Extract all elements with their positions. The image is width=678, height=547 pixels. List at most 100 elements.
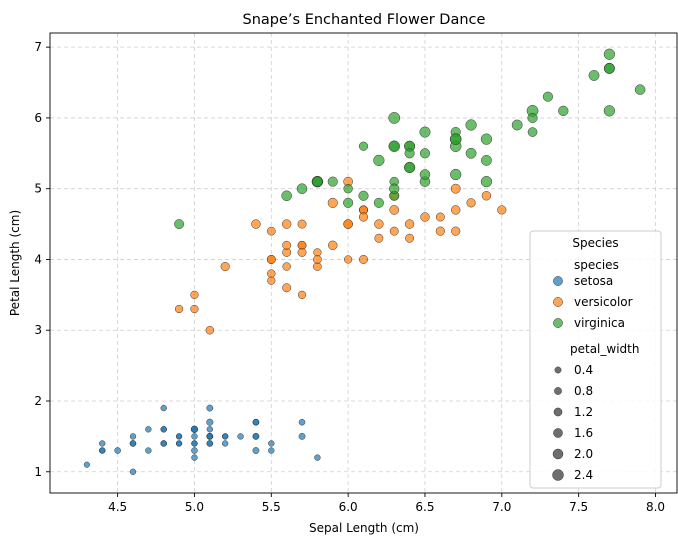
data-point-virginica: [527, 127, 538, 137]
data-point-virginica: [312, 176, 323, 187]
legend-marker-versicolor: [553, 297, 563, 307]
data-point-setosa: [206, 426, 213, 433]
legend-label-virginica: virginica: [574, 316, 625, 330]
data-point-setosa: [252, 447, 260, 454]
x-tick-label: 4.5: [108, 500, 127, 514]
x-tick-label: 5.5: [262, 500, 281, 514]
data-point-virginica: [558, 105, 569, 116]
data-point-versicolor: [451, 226, 461, 236]
data-point-versicolor: [481, 191, 492, 201]
data-point-setosa: [190, 425, 199, 433]
data-point-setosa: [206, 440, 214, 447]
data-point-setosa: [129, 440, 137, 447]
data-point-virginica: [419, 169, 431, 180]
legend-marker-virginica: [553, 318, 563, 328]
data-point-setosa: [206, 418, 214, 426]
data-point-setosa: [222, 433, 229, 440]
data-point-virginica: [389, 183, 400, 194]
data-point-virginica: [388, 140, 400, 152]
data-point-setosa: [175, 433, 183, 440]
legend-size-label: 2.4: [574, 468, 593, 482]
legend-label-versicolor: versicolor: [574, 295, 633, 309]
data-point-versicolor: [328, 240, 338, 250]
legend-size-marker: [554, 366, 562, 374]
data-point-versicolor: [174, 304, 184, 314]
data-point-versicolor: [205, 326, 215, 335]
data-point-virginica: [343, 197, 354, 208]
data-point-virginica: [373, 154, 385, 167]
legend-size-label: 0.4: [574, 363, 593, 377]
data-point-versicolor: [297, 290, 307, 299]
data-point-versicolor: [343, 219, 353, 229]
data-point-virginica: [174, 219, 185, 229]
data-point-virginica: [388, 112, 401, 124]
x-tick-label: 7.0: [492, 500, 511, 514]
data-point-virginica: [373, 197, 384, 208]
legend-size-label: 1.6: [574, 426, 593, 440]
data-point-virginica: [481, 155, 492, 166]
data-point-versicolor: [450, 183, 461, 194]
data-point-setosa: [191, 433, 198, 440]
data-point-versicolor: [359, 255, 368, 264]
legend-size-title: petal_width: [570, 342, 639, 356]
data-point-virginica: [419, 148, 431, 159]
y-axis-label: Petal Length (cm): [8, 210, 22, 316]
data-point-virginica: [603, 105, 615, 117]
legend-box: [529, 230, 662, 489]
data-point-versicolor: [374, 219, 384, 229]
data-point-versicolor: [282, 262, 291, 271]
y-tick-label: 2: [34, 394, 42, 408]
data-point-setosa: [191, 447, 198, 454]
data-point-virginica: [634, 84, 646, 95]
data-point-versicolor: [266, 255, 276, 264]
data-point-versicolor: [405, 233, 415, 243]
legend-size-marker: [553, 428, 563, 438]
data-point-versicolor: [420, 212, 430, 222]
data-point-setosa: [252, 432, 260, 440]
data-point-versicolor: [327, 197, 338, 208]
data-point-virginica: [281, 190, 292, 202]
data-point-versicolor: [313, 248, 322, 257]
data-point-setosa: [160, 404, 167, 412]
x-tick-label: 7.5: [569, 500, 588, 514]
data-point-versicolor: [190, 304, 199, 314]
data-point-versicolor: [435, 226, 445, 236]
y-tick-label: 1: [34, 465, 42, 479]
data-point-setosa: [99, 447, 106, 454]
data-point-versicolor: [451, 205, 461, 215]
x-axis-label: Sepal Length (cm): [309, 521, 419, 535]
data-point-versicolor: [266, 226, 276, 236]
data-point-versicolor: [297, 247, 307, 257]
data-point-setosa: [298, 418, 306, 426]
data-point-virginica: [527, 112, 538, 123]
plot-frame: [49, 32, 678, 494]
legend-marker-setosa: [553, 276, 563, 286]
y-tick-label: 6: [34, 111, 42, 125]
data-point-versicolor: [389, 226, 399, 236]
legend-size-label: 2.0: [574, 447, 593, 461]
data-point-virginica: [480, 133, 493, 145]
data-point-setosa: [160, 426, 167, 433]
legend-size-label: 1.2: [574, 405, 593, 419]
data-point-virginica: [449, 133, 462, 146]
data-point-virginica: [358, 141, 369, 151]
data-point-versicolor: [404, 219, 415, 229]
data-point-setosa: [191, 454, 198, 461]
data-point-versicolor: [190, 290, 199, 299]
legend-title: Species: [572, 236, 618, 250]
axis-ticks: 4.5 5.0 5.5 6.0 6.5 7.0 7.5 8.0 1 2 3 4 5 6 7: [34, 40, 665, 514]
data-point-setosa: [83, 461, 90, 468]
data-point-setosa: [314, 454, 321, 461]
data-point-setosa: [129, 468, 137, 475]
data-point-setosa: [206, 433, 213, 440]
y-tick-label: 4: [34, 252, 42, 266]
data-point-versicolor: [466, 198, 476, 208]
data-point-setosa: [145, 426, 152, 433]
data-point-versicolor: [497, 205, 507, 215]
data-point-virginica: [296, 183, 308, 194]
data-point-versicolor: [282, 283, 292, 293]
chart-title: Snape’s Enchanted Flower Dance: [243, 12, 486, 28]
data-point-versicolor: [267, 276, 276, 285]
data-point-virginica: [404, 148, 415, 159]
